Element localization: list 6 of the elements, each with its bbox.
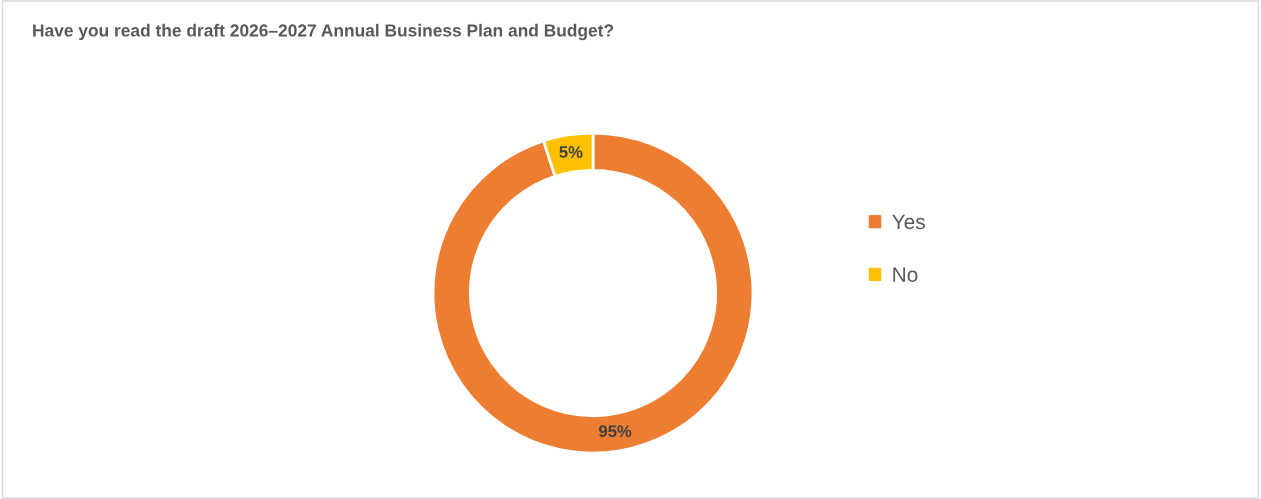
donut-slice [431,131,755,455]
data-label: 95% [599,425,632,438]
data-label: 5% [559,146,583,158]
legend-label: No [893,267,918,282]
chart-title: Have you read the draft 2026–2027 Annual Business Plan and Budget? [33,23,614,41]
legend-label: Yes [892,214,925,230]
